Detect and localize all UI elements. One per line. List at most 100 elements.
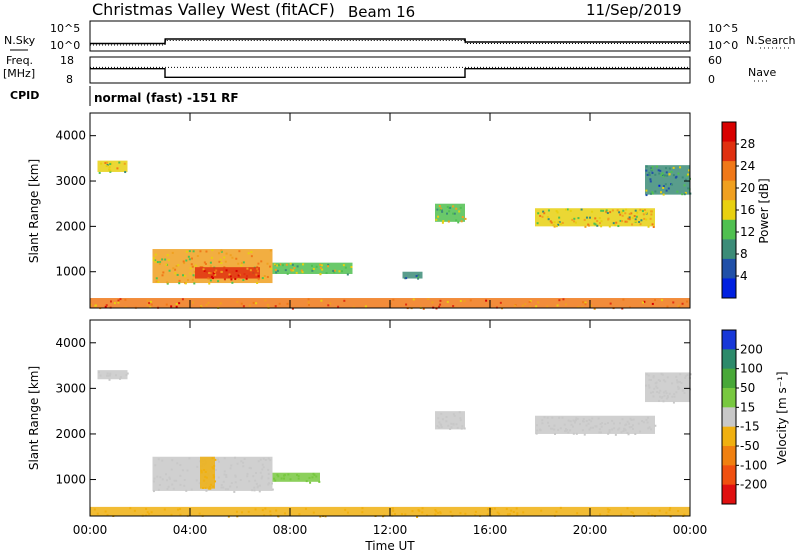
power-data-cell [94,304,97,307]
vel-data-cell [474,510,477,513]
vel-data-cell [677,380,680,383]
power-data-cell [220,249,223,252]
power-data-cell [149,306,152,309]
power-data-cell [685,174,688,177]
vel-data-cell [660,372,663,375]
power-data-cell [150,303,153,306]
nsky-tick-bottom: 10^0 [50,39,80,52]
power-data-cell [154,259,157,262]
vel-data-cell [591,417,594,420]
vel-data-cell [679,373,682,376]
power-data-cell [453,212,456,215]
power-data-cell [193,270,196,273]
vel-data-cell [567,431,570,434]
vel-data-region-3 [272,472,320,482]
power-data-cell [249,269,252,272]
power-data-cell [684,178,687,181]
power-data-cell [116,167,119,170]
power-data-cell [535,305,538,308]
nsky-panel: N.Sky 10^5 10^0 10^5 10^0 N.Search [4,20,796,52]
vel-data-cell [153,477,156,480]
power-data-cell [422,307,425,310]
vel-data-cell [207,487,210,490]
vel-data-cell [157,488,160,491]
power-data-cell [311,269,314,272]
power-data-cell [110,300,112,303]
power-data-cell [237,274,240,277]
power-data-cell [452,212,455,215]
vel-data-cell [239,478,242,481]
power-data-cell [642,213,645,216]
power-data-cell [485,299,488,302]
power-data-cell [645,169,648,172]
vel-data-cell [241,511,244,514]
power-data-cell [109,169,112,172]
vel-data-cell [417,509,420,512]
vel-data-cell [647,427,650,430]
vel-data-cell [190,488,193,491]
power-data-cell [439,207,442,210]
vel-data-cell [588,428,591,431]
power-data-cell [657,169,660,172]
vel-data-cell [673,395,676,398]
power-data-cell [161,274,164,277]
vel-data-cell [391,507,394,510]
power-data-cell [427,298,430,301]
power-data-cell [593,307,596,310]
colorbar-tick: 50 [740,381,755,395]
freq-unit: [MHz] [3,67,35,80]
power-data-cell [688,169,691,172]
vel-data-cell [639,430,642,433]
vel-data-cell [156,475,159,478]
power-data-cell [649,217,652,220]
power-data-cell [154,253,157,256]
power-data-cell [203,261,206,264]
vel-data-cell [246,472,249,475]
power-data-cell [237,262,240,265]
power-data-cell [571,218,574,221]
vel-data-cell [657,399,660,402]
vel-data-cell [656,390,659,393]
power-data-cell [190,263,193,266]
power-data-cell [277,264,280,267]
vel-data-cell [589,426,592,429]
nsky-label: N.Sky [4,34,36,47]
freq-panel: Freq. [MHz] 18 8 60 0 Nave [3,54,776,86]
vel-data-cell [624,429,627,432]
vel-data-cell [179,483,182,486]
power-data-cell [600,225,603,228]
power-data-cell [242,261,245,264]
vel-data-cell [152,480,155,483]
vel-data-cell [275,509,278,512]
power-data-cell [596,224,599,227]
vel-data-cell [392,509,395,512]
power-data-cell [654,173,657,176]
power-data-cell [650,168,653,171]
power-data-cell [329,302,332,305]
vel-data-cell [647,374,650,377]
power-data-cell [183,262,186,265]
vel-data-cell [404,513,407,516]
power-data-cell [266,303,269,306]
vel-data-cell [104,510,107,513]
vel-data-cell [622,430,625,433]
power-data-cell [469,299,472,302]
vel-data-cell [546,416,549,419]
vel-data-cell [146,511,149,514]
power-data-cell [229,275,232,278]
power-data-cell [161,258,164,261]
power-data-cell [620,220,623,223]
power-data-cell [627,217,630,220]
power-data-cell [219,258,222,261]
vel-data-cell [506,513,509,516]
vel-data-cell [606,421,609,424]
vel-data-cell [267,457,270,460]
vel-data-cell [223,473,226,476]
vel-data-cell [99,374,102,377]
vel-data-cell [269,510,272,513]
power-data-cell [452,305,455,308]
vel-data-cell [659,379,662,382]
vel-data-cell [548,424,551,427]
power-data-cell [549,220,552,223]
vel-data-cell [312,472,315,475]
